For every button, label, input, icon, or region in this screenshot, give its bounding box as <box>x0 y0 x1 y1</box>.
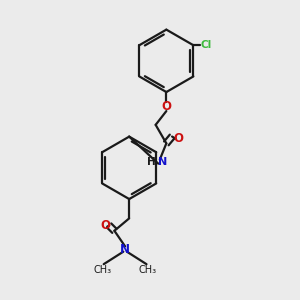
Text: CH₃: CH₃ <box>93 265 111 275</box>
Text: O: O <box>173 131 183 145</box>
Text: N: N <box>120 243 130 256</box>
Text: CH₃: CH₃ <box>139 265 157 275</box>
Text: N: N <box>158 157 168 167</box>
Text: O: O <box>100 219 110 232</box>
Text: Cl: Cl <box>201 40 212 50</box>
Text: H: H <box>147 157 156 167</box>
Text: O: O <box>161 100 171 113</box>
